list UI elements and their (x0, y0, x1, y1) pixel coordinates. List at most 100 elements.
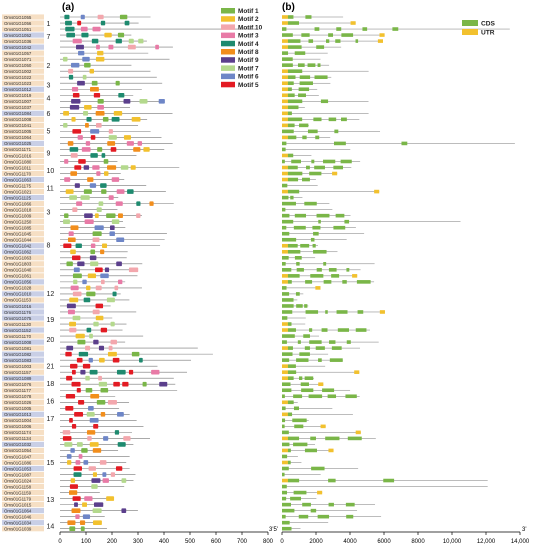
cds-block (307, 63, 316, 67)
motif-block (96, 171, 101, 176)
gene-axis-tick-label: 2000 (309, 539, 323, 545)
cds-block (291, 159, 301, 164)
motif-legend-swatch (221, 24, 235, 30)
cds-block (335, 39, 341, 43)
motif-block (115, 466, 123, 471)
gene-label-bg (2, 38, 44, 44)
utr-block (320, 424, 326, 429)
cds-block (355, 39, 359, 43)
group-number: 7 (47, 34, 51, 41)
motif-block (103, 171, 109, 176)
cds-block (328, 478, 336, 483)
cds-block (296, 262, 300, 266)
motif-block (133, 147, 141, 152)
motif-block (77, 135, 83, 140)
gene-label-bg (2, 62, 44, 68)
utr-block (282, 370, 288, 374)
motif-block (85, 123, 89, 128)
cds-block (315, 346, 325, 350)
gene-label-bg (2, 128, 44, 134)
gene-label-bg (2, 339, 44, 345)
motif-block (83, 111, 89, 116)
gene-label: Oms01G1003 (4, 364, 32, 369)
gene-label: Oms01G1044 (4, 238, 32, 243)
gene-label-bg (2, 86, 44, 92)
group-number: 4 (47, 96, 51, 103)
motif-block (92, 448, 102, 453)
gene-label: Oms01G1016 (4, 304, 32, 309)
cds-block (308, 39, 314, 43)
cds-block (314, 165, 325, 170)
gene-label-bg (2, 502, 44, 508)
cds-block (287, 400, 294, 405)
motif-block (67, 141, 74, 146)
motif-block (72, 273, 82, 279)
motif-block (75, 333, 85, 339)
gene-label-bg (2, 20, 44, 26)
cds-block (287, 153, 294, 158)
cds-block (320, 99, 329, 104)
motif-block (95, 56, 105, 62)
gene-label-bg (2, 381, 44, 387)
cds-block (287, 280, 292, 284)
gene-label-bg (2, 285, 44, 291)
cds-block (287, 69, 303, 73)
cds-block (282, 388, 292, 393)
motif-legend-label: Motif 4 (238, 41, 259, 48)
gene-label-bg (2, 514, 44, 520)
group-number: 12 (47, 291, 55, 298)
cds-block (305, 310, 319, 314)
cds-block (282, 286, 287, 290)
utr-block (282, 165, 288, 170)
cds-block (333, 141, 346, 146)
cds-block (325, 310, 328, 314)
motif-legend-swatch (221, 57, 235, 63)
gene-label: Oms01G1024 (4, 478, 32, 483)
cds-block (287, 87, 292, 92)
cds-block (310, 508, 317, 513)
gene-label-bg (2, 333, 44, 339)
motif-block (106, 496, 115, 501)
motif-block (70, 153, 78, 158)
motif-block (70, 478, 76, 483)
motif-axis-tick-label: 300 (133, 539, 144, 545)
gene-label: Oms01G1176 (4, 310, 32, 315)
cds-block (282, 430, 289, 435)
group-number: 10 (47, 168, 55, 175)
cds-block (323, 262, 327, 266)
motif-block (68, 231, 74, 237)
gene-label: Oms01G1158 (4, 484, 32, 489)
motif-block (90, 86, 99, 92)
motif-block (116, 369, 126, 375)
cds-block (282, 147, 286, 152)
motif-block (108, 135, 117, 140)
cds-block (346, 340, 351, 344)
gene-label: Oms01G1062 (4, 250, 32, 255)
cds-block (303, 334, 310, 338)
cds-block (282, 406, 286, 411)
cds-block (307, 129, 318, 134)
group-number: 20 (47, 337, 55, 344)
motif-block (151, 369, 160, 375)
motif-block (81, 448, 88, 453)
cds-block (287, 478, 300, 483)
gene-label-bg (2, 26, 44, 32)
cds-block (293, 406, 299, 411)
gene-label-bg (2, 375, 44, 381)
gene-label-bg (2, 471, 44, 478)
motif-block (138, 38, 144, 44)
motif-block (78, 454, 83, 459)
cds-block (341, 33, 354, 37)
cds-block (299, 352, 310, 356)
motif-block (102, 117, 109, 122)
cds-block (282, 340, 287, 344)
cds-block (293, 394, 303, 399)
gene-label-bg (2, 74, 44, 80)
motif-block (66, 345, 74, 351)
cds-block (301, 33, 310, 37)
gene-label-bg (2, 279, 44, 285)
motif-block (76, 442, 83, 447)
utr-block (332, 171, 338, 176)
cds-block (293, 442, 308, 447)
motif-block (97, 50, 104, 56)
